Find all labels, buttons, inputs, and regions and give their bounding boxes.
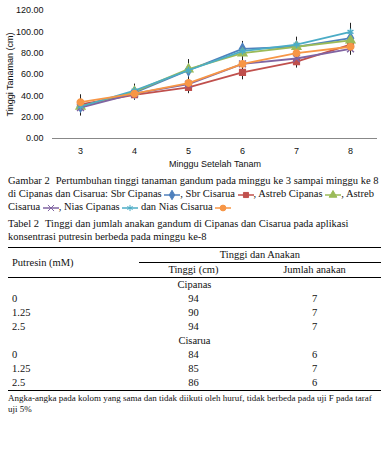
- html-text:Pertumbuhan tinggi tanaman gan: Pertumbuhan tinggi tanaman gandum pada m…: [8, 175, 379, 199]
- svg-text:Minggu Setelah Tanam: Minggu Setelah Tanam: [169, 159, 261, 169]
- html-text:Gambar 2: Gambar 2: [8, 175, 50, 186]
- svg-text:7: 7: [294, 146, 299, 156]
- html-text:7: 7: [311, 293, 318, 304]
- html-text:6: 6: [311, 349, 318, 360]
- svg-text:8: 8: [348, 146, 353, 156]
- svg-text:20.00: 20.00: [21, 112, 44, 122]
- html-text:Tinggi (cm): Tinggi (cm): [168, 264, 219, 275]
- html-text:90: 90: [188, 307, 199, 318]
- svg-text:0.00: 0.00: [26, 133, 44, 143]
- html-text:94: 94: [188, 321, 199, 332]
- html-text:dan Nias Cisarua: dan Nias Cisarua: [138, 201, 216, 212]
- html-text:Cisarua: Cisarua: [178, 335, 211, 346]
- html-text:94: 94: [188, 293, 199, 304]
- svg-text:3: 3: [78, 146, 83, 156]
- html-text:, Sbr Cisarua: , Sbr Cisarua: [180, 188, 238, 199]
- html-text:Putresin (mM): Putresin (mM): [12, 256, 74, 268]
- html-text:7: 7: [311, 321, 318, 332]
- html-text:86: 86: [188, 377, 199, 388]
- html-text:Tinggi dan Anakan: Tinggi dan Anakan: [219, 249, 300, 260]
- html-text:85: 85: [188, 363, 199, 374]
- html-text:1.25: 1.25: [12, 363, 31, 374]
- svg-text:6: 6: [240, 146, 245, 156]
- svg-text:80.00: 80.00: [21, 48, 44, 58]
- html-text:0: 0: [12, 349, 18, 360]
- html-text:Tinggi dan jumlah anakan gandu: Tinggi dan jumlah anakan gandum di Cipan…: [8, 218, 349, 242]
- svg-text:120.00: 120.00: [16, 5, 44, 15]
- svg-text:60.00: 60.00: [21, 69, 44, 79]
- html-text:0: 0: [12, 293, 18, 304]
- html-text:1.25: 1.25: [12, 307, 31, 318]
- svg-text:5: 5: [186, 146, 191, 156]
- html-text:Jumlah anakan: Jumlah anakan: [283, 264, 346, 275]
- svg-text:4: 4: [132, 146, 137, 156]
- html-text:84: 84: [188, 349, 199, 360]
- html-text:2.5: 2.5: [12, 321, 26, 332]
- svg-text:Tinggi Tanaman (cm): Tinggi Tanaman (cm): [5, 32, 15, 116]
- svg-text:40.00: 40.00: [21, 91, 44, 101]
- html-text:Cipanas: Cipanas: [177, 279, 212, 290]
- html-text:, Astreb Cisarua: , Astreb Cisarua: [8, 188, 374, 212]
- html-text:7: 7: [311, 363, 318, 374]
- html-text:, Astreb Cipanas: , Astreb Cipanas: [253, 188, 326, 199]
- html-text:7: 7: [311, 307, 318, 318]
- svg-text:100.00: 100.00: [16, 27, 44, 37]
- html-text:2.5: 2.5: [12, 377, 26, 388]
- html-text:Angka-angka pada kolom yang sa: Angka-angka pada kolom yang sama dan tid…: [8, 393, 372, 414]
- html-text:, Nias Cipanas: , Nias Cipanas: [58, 201, 123, 212]
- html-text:6: 6: [311, 377, 318, 388]
- html-text:Tabel 2: Tabel 2: [8, 218, 39, 229]
